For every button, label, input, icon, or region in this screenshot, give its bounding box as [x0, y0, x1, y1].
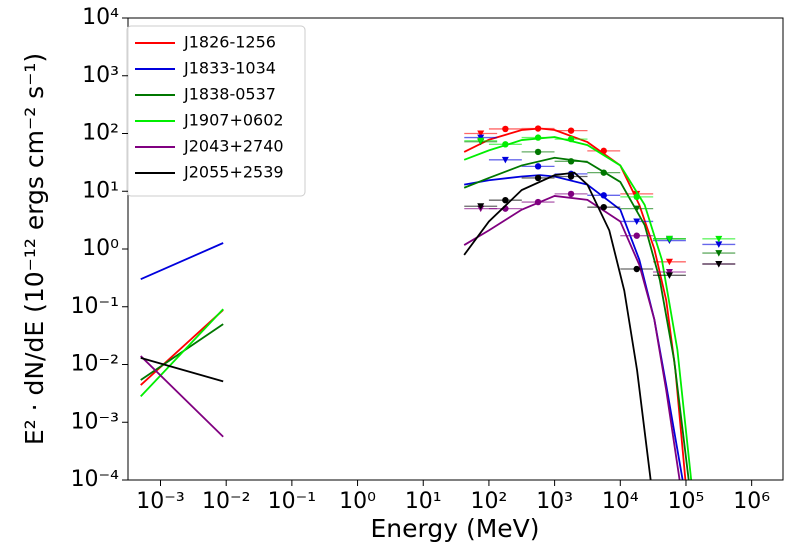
x-tick-label: 10⁻² — [202, 489, 250, 514]
model-line — [140, 355, 224, 438]
flux-point — [567, 190, 575, 198]
x-tick-label: 10¹ — [405, 489, 442, 514]
upper-limit — [715, 260, 723, 268]
flux-point — [567, 158, 575, 165]
legend-label: J1838-0537 — [183, 85, 276, 104]
flux-point — [534, 198, 542, 206]
flux-point — [502, 196, 509, 204]
y-tick-label: 10⁻³ — [71, 409, 119, 434]
x-tick-label: 10⁻³ — [136, 489, 184, 514]
upper-limit — [665, 258, 673, 266]
upper-limit — [477, 203, 485, 210]
legend-label: J2055+2539 — [183, 163, 284, 182]
legend-label: J2043+2740 — [183, 137, 284, 156]
flux-point — [600, 192, 607, 199]
flux-point — [600, 203, 607, 211]
y-tick-label: 10² — [82, 121, 119, 146]
flux-point — [534, 134, 542, 141]
legend: J1826-1256 J1833-1034 J1838-0537 J1907+0602… — [126, 25, 306, 197]
upper-limit — [715, 250, 723, 257]
flux-point — [502, 141, 509, 148]
y-tick-label: 10⁻¹ — [71, 294, 119, 319]
x-tick-label: 10⁵ — [668, 489, 705, 514]
y-tick-label: 10³ — [82, 63, 119, 88]
y-tick-label: 10⁴ — [82, 5, 119, 30]
flux-point — [567, 135, 575, 143]
x-tick-label: 10⁶ — [733, 489, 770, 514]
upper-limit — [715, 241, 723, 248]
flux-point — [534, 174, 542, 182]
flux-point — [534, 148, 542, 156]
y-tick-label: 10⁻² — [71, 352, 119, 377]
upper-limit — [477, 137, 485, 145]
flux-point — [534, 163, 542, 170]
y-tick-label: 10¹ — [82, 178, 119, 203]
flux-point — [633, 193, 640, 201]
upper-limit — [633, 205, 641, 213]
model-line — [140, 357, 224, 383]
x-tick-label: 10² — [471, 489, 508, 514]
flux-point — [633, 265, 640, 273]
plot-area — [140, 125, 736, 481]
upper-limit — [477, 130, 485, 137]
y-axis-label: E² · dN/dE (10⁻¹² ergs cm⁻² s⁻¹) — [20, 53, 49, 445]
flux-point — [633, 232, 640, 239]
legend-label: J1833-1034 — [183, 59, 276, 78]
model-line — [463, 194, 681, 481]
flux-point — [600, 169, 607, 176]
upper-limit — [633, 218, 641, 225]
legend-label: J1907+0602 — [183, 111, 284, 130]
flux-point — [567, 127, 575, 134]
x-tick-label: 10⁴ — [602, 489, 639, 514]
flux-point — [600, 147, 607, 155]
upper-limit — [715, 235, 723, 243]
flux-point — [502, 125, 509, 133]
model-line — [140, 242, 224, 281]
model-line — [140, 308, 224, 398]
upper-limit — [501, 156, 509, 164]
x-tick-label: 10³ — [536, 489, 573, 514]
upper-limit — [665, 235, 673, 243]
legend-label: J1826-1256 — [183, 33, 276, 52]
flux-point — [534, 125, 542, 132]
x-tick-label: 10⁰ — [339, 489, 376, 514]
x-axis-label: Energy (MeV) — [370, 514, 539, 543]
upper-limit — [665, 272, 673, 279]
model-line — [463, 171, 652, 481]
flux-point — [567, 173, 575, 180]
upper-limit — [665, 268, 673, 276]
x-tick-label: 10⁻¹ — [268, 489, 316, 514]
y-tick-label: 10⁻⁴ — [71, 467, 120, 492]
y-tick-label: 10⁰ — [82, 236, 119, 261]
